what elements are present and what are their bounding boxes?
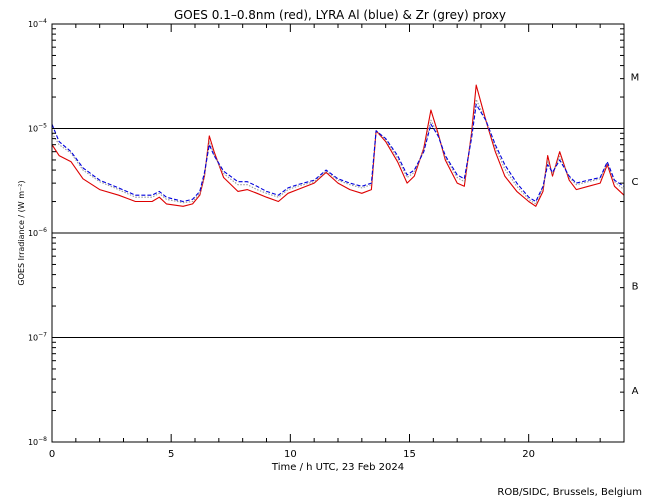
class-label-m: M	[631, 72, 640, 83]
series-layer	[51, 84, 625, 207]
y-tick-exponent: −6	[38, 227, 47, 234]
chart-title: GOES 0.1–0.8nm (red), LYRA Al (blue) & Z…	[174, 8, 506, 22]
y-tick-label: 10−8	[28, 436, 47, 447]
credit-text: ROB/SIDC, Brussels, Belgium	[497, 487, 642, 498]
x-axis-label: Time / h UTC, 23 Feb 2024	[271, 462, 404, 473]
series-line-goes-0-1-0-8nm	[51, 84, 625, 207]
class-label-a: A	[632, 386, 639, 397]
class-label-c: C	[632, 177, 639, 188]
y-tick-exponent: −7	[38, 332, 47, 339]
class-label-b: B	[632, 281, 639, 292]
x-tick-label: 5	[168, 449, 174, 460]
series-line-lyra-zr-proxy	[51, 98, 625, 205]
y-tick-label: 10−5	[28, 123, 47, 134]
y-axis-label: GOES Irradiance / (W m⁻²)	[17, 180, 26, 285]
y-tick-exponent: −8	[38, 436, 47, 443]
class-threshold-lines	[52, 128, 624, 338]
y-tick-label: 10−4	[28, 18, 47, 29]
x-tick-label: 15	[403, 449, 416, 460]
x-tick-label: 20	[522, 449, 535, 460]
y-tick-label: 10−6	[28, 227, 47, 238]
y-tick-label: 10−7	[28, 332, 47, 343]
series-line-lyra-al-proxy	[51, 103, 625, 203]
y-tick-exponent: −5	[38, 123, 47, 130]
x-tick-label: 0	[49, 449, 55, 460]
flare-class-labels: A B C M	[631, 72, 640, 397]
x-axis: 0 5 10 15 20	[49, 24, 625, 460]
y-axis: 10−8 10−7 10−6 10−5 10−4	[28, 18, 624, 447]
x-tick-label: 10	[284, 449, 297, 460]
y-tick-exponent: −4	[38, 18, 47, 25]
